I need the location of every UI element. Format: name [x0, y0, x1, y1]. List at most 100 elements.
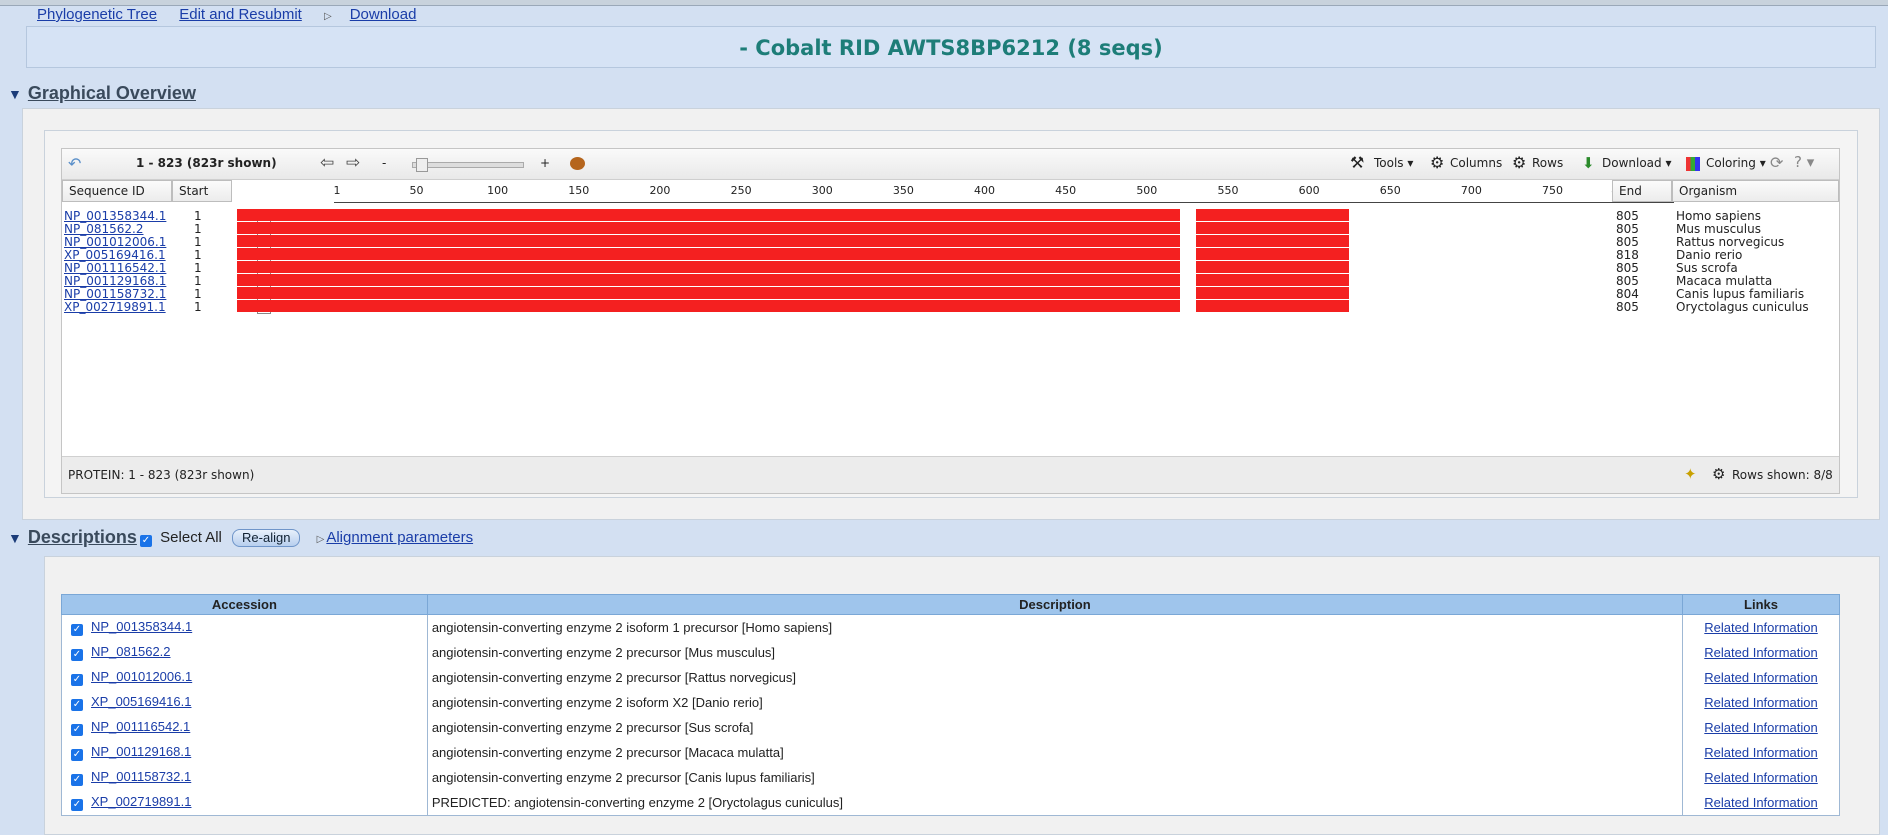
magic-wand-icon[interactable]: ✦ [1684, 465, 1697, 483]
header-start[interactable]: Start [172, 180, 232, 202]
accession-link[interactable]: NP_081562.2 [91, 644, 171, 659]
description-row: ✓ NP_001358344.1 angiotensin-converting en… [61, 614, 1840, 640]
alignment-bar[interactable] [237, 300, 1349, 312]
accession-link[interactable]: XP_002719891.1 [91, 794, 192, 809]
alignment-bar[interactable] [237, 248, 1349, 260]
download-menu-viewer[interactable]: Download ▾ [1602, 156, 1672, 170]
accession-link[interactable]: XP_005169416.1 [91, 694, 192, 709]
descriptions-heading[interactable]: Descriptions [27, 527, 137, 547]
row-checkbox[interactable]: ✓ [71, 774, 83, 786]
sequence-id-link[interactable]: XP_002719891.1 [64, 300, 166, 314]
columns-menu[interactable]: Columns [1450, 156, 1503, 170]
links-cell: Related Information [1682, 665, 1840, 690]
tools-label: Tools [1374, 156, 1404, 170]
alignment-bar[interactable] [237, 287, 1349, 299]
alignment-ruler: 1 50 100 150 200 250 300 350 400 450 500 550 600 650 7… [334, 180, 1682, 203]
accession-cell: ✓ NP_001358344.1 [61, 614, 428, 640]
zoom-slider-handle[interactable] [416, 158, 428, 172]
related-information-link[interactable]: Related Information [1704, 720, 1818, 735]
realign-button[interactable]: Re-align [232, 529, 301, 547]
viewer-status-bar: PROTEIN: 1 - 823 (823r shown) ✦ ⚙ Rows s… [62, 456, 1839, 493]
sequence-id-link[interactable]: NP_001158732.1 [64, 287, 167, 301]
ruler-tick-label: 750 [1542, 184, 1564, 197]
accession-link[interactable]: NP_001358344.1 [91, 619, 193, 634]
coloring-menu[interactable]: Coloring ▾ [1706, 156, 1766, 170]
sequence-id-link[interactable]: NP_001129168.1 [64, 274, 167, 288]
end-value: 805 [1616, 274, 1639, 288]
scroll-right-icon[interactable]: ⇨ [346, 153, 361, 173]
related-information-link[interactable]: Related Information [1704, 745, 1818, 760]
graphical-overview-heading[interactable]: Graphical Overview [27, 83, 196, 103]
edit-resubmit-link[interactable]: Edit and Resubmit [179, 6, 302, 23]
select-all-checkbox[interactable]: ✓ [140, 535, 152, 547]
sequence-id-link[interactable]: NP_001012006.1 [64, 235, 167, 249]
accession-link[interactable]: NP_001158732.1 [91, 769, 192, 784]
ruler-tick-label: 650 [1379, 184, 1401, 197]
coloring-icon [1686, 157, 1700, 171]
related-information-link[interactable]: Related Information [1704, 645, 1818, 660]
header-sequence-id[interactable]: Sequence ID [62, 180, 172, 202]
alignment-bar[interactable] [237, 222, 1349, 234]
graphical-overview-toggle[interactable]: ▼ Graphical Overview [8, 83, 196, 104]
sequence-id-link[interactable]: NP_081562.2 [64, 222, 144, 236]
row-checkbox[interactable]: ✓ [71, 724, 83, 736]
row-checkbox[interactable]: ✓ [71, 674, 83, 686]
description-cell: angiotensin-converting enzyme 2 precurso… [426, 740, 1684, 765]
related-information-link[interactable]: Related Information [1704, 670, 1818, 685]
tools-menu[interactable]: Tools ▾ [1374, 156, 1414, 170]
accession-link[interactable]: NP_001012006.1 [91, 669, 193, 684]
phylogenetic-tree-link[interactable]: Phylogenetic Tree [37, 6, 158, 23]
header-organism[interactable]: Organism [1672, 180, 1839, 202]
row-checkbox[interactable]: ✓ [71, 649, 83, 661]
alignment-parameters-toggle[interactable]: ▷ Alignment parameters [317, 529, 473, 546]
related-information-link[interactable]: Related Information [1704, 620, 1818, 635]
rows-menu[interactable]: Rows [1532, 156, 1564, 170]
alignment-parameters-link[interactable]: Alignment parameters [326, 529, 474, 546]
ruler-tick-label: 50 [409, 184, 424, 197]
accession-link[interactable]: NP_001129168.1 [91, 744, 192, 759]
accession-cell: ✓ XP_002719891.1 [61, 790, 428, 816]
sequence-id-link[interactable]: NP_001116542.1 [64, 261, 167, 275]
alignment-bar[interactable] [237, 274, 1349, 286]
sequence-id-link[interactable]: NP_001358344.1 [64, 209, 167, 223]
row-checkbox[interactable]: ✓ [71, 699, 83, 711]
sequence-text-icon[interactable] [570, 157, 585, 170]
row-checkbox[interactable]: ✓ [71, 749, 83, 761]
ruler-tick-label: 450 [1055, 184, 1077, 197]
rows-shown-gear-icon[interactable]: ⚙ [1712, 465, 1726, 483]
related-information-link[interactable]: Related Information [1704, 770, 1818, 785]
download-menu[interactable]: ▷ Download [324, 6, 434, 23]
viewer-toolbar: ↶ 1 - 823 (823r shown) ⇦ ⇨ - + ⚒ Tools ▾… [62, 149, 1839, 180]
row-checkbox[interactable]: ✓ [71, 799, 83, 811]
zoom-in-button[interactable]: + [540, 156, 551, 170]
collapse-triangle-icon[interactable]: ▼ [8, 530, 22, 546]
organism-name: Homo sapiens [1676, 209, 1762, 223]
related-information-link[interactable]: Related Information [1704, 695, 1818, 710]
zoom-slider[interactable] [412, 162, 524, 168]
row-checkbox[interactable]: ✓ [71, 624, 83, 636]
alignment-bar[interactable] [237, 209, 1349, 221]
sequence-id-link[interactable]: XP_005169416.1 [64, 248, 166, 262]
download-link[interactable]: Download [349, 6, 417, 23]
related-information-link[interactable]: Related Information [1704, 795, 1818, 810]
start-value: 1 [194, 261, 202, 275]
help-icon[interactable]: ? ▾ [1794, 153, 1815, 171]
alignment-viewer: ↶ 1 - 823 (823r shown) ⇦ ⇨ - + ⚒ Tools ▾… [61, 148, 1840, 494]
zoom-out-button[interactable]: - [382, 156, 387, 170]
organism-name: Rattus norvegicus [1676, 235, 1785, 249]
refresh-icon[interactable]: ⟳ [1770, 153, 1784, 172]
undo-icon[interactable]: ↶ [68, 154, 82, 173]
description-row: ✓ NP_001129168.1 angiotensin-converting en… [61, 740, 1840, 765]
scroll-left-icon[interactable]: ⇦ [320, 153, 335, 173]
end-value: 805 [1616, 235, 1639, 249]
description-cell: angiotensin-converting enzyme 2 precurso… [426, 640, 1684, 665]
accession-cell: ✓ NP_081562.2 [61, 640, 428, 665]
accession-link[interactable]: NP_001116542.1 [91, 719, 191, 734]
header-end[interactable]: End [1612, 180, 1672, 202]
end-value: 805 [1616, 261, 1639, 275]
alignment-bar[interactable] [237, 235, 1349, 247]
alignment-bar[interactable] [237, 261, 1349, 273]
accession-cell: ✓ NP_001116542.1 [61, 715, 428, 740]
